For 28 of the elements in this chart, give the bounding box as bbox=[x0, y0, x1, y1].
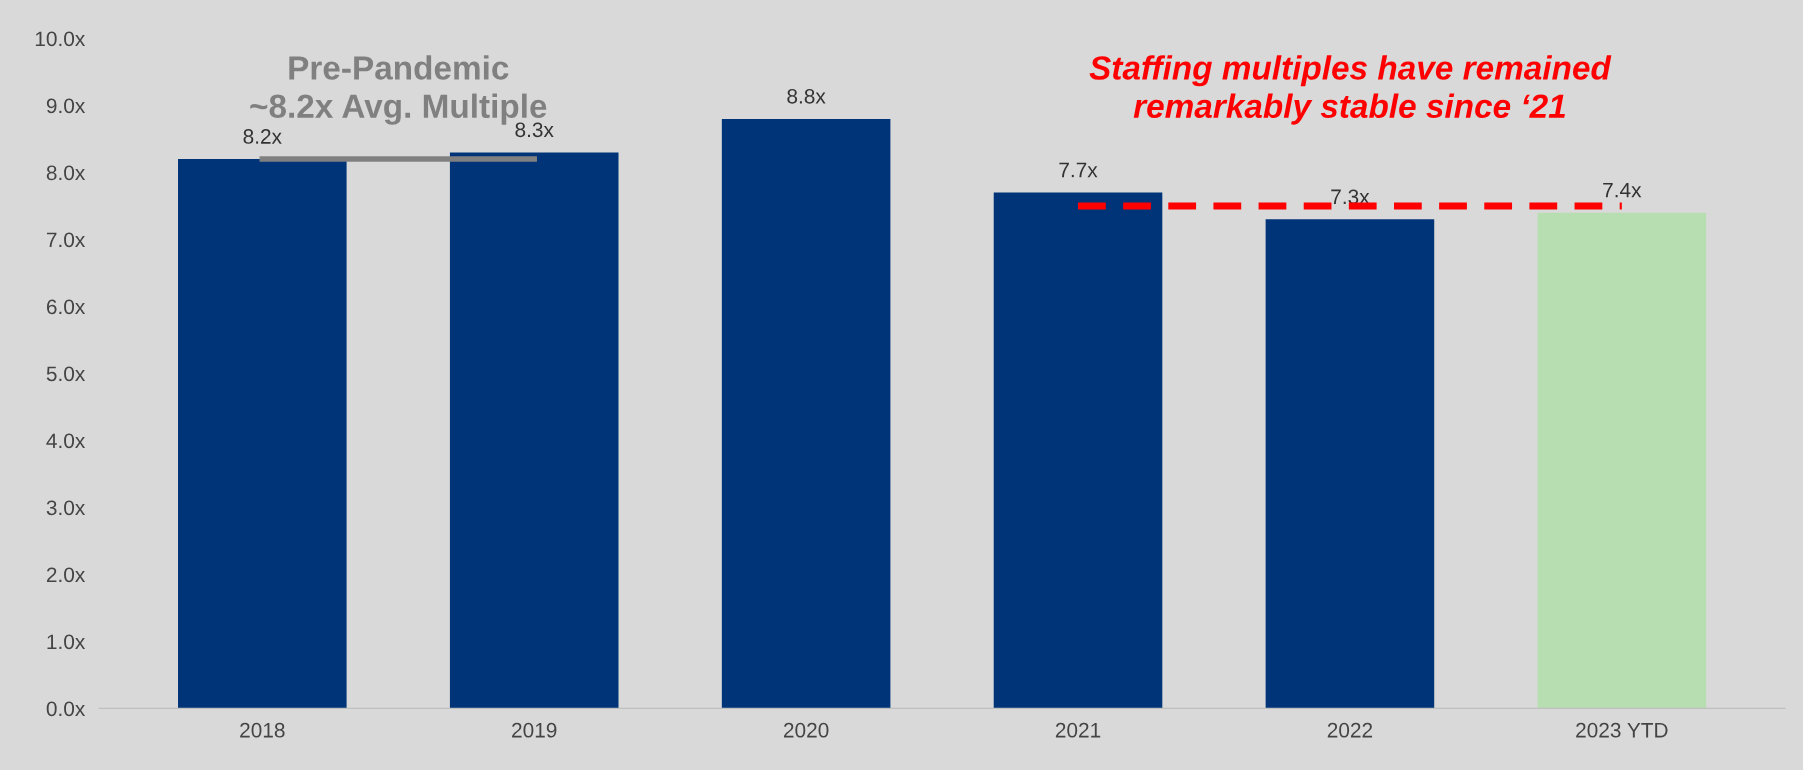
y-tick-label: 6.0x bbox=[46, 299, 86, 315]
bar bbox=[449, 152, 619, 709]
x-tick-label: 2021 bbox=[1055, 722, 1101, 738]
y-tick-label: 9.0x bbox=[46, 98, 86, 114]
y-tick-label: 0.0x bbox=[46, 701, 86, 717]
bar bbox=[993, 192, 1163, 709]
data-label: 7.4x bbox=[1603, 182, 1642, 198]
y-tick-label: 8.0x bbox=[46, 165, 86, 181]
y-tick-label: 4.0x bbox=[46, 433, 86, 449]
data-label: 8.8x bbox=[787, 88, 826, 104]
x-tick-label: 2019 bbox=[512, 722, 557, 738]
bar bbox=[1537, 212, 1707, 709]
bar bbox=[1265, 219, 1435, 709]
data-label: 7.7x bbox=[1059, 162, 1098, 178]
y-tick-label: 3.0x bbox=[46, 500, 86, 516]
x-tick-label: 2022 bbox=[1327, 722, 1373, 738]
bar bbox=[178, 159, 347, 709]
bar bbox=[721, 118, 891, 709]
x-tick-label: 2020 bbox=[783, 722, 829, 738]
y-tick-label: 7.0x bbox=[46, 232, 86, 248]
annotation: Staffing multiples have remained remarkably stable since ‘21 bbox=[1089, 55, 1612, 125]
y-tick-label: 5.0x bbox=[46, 366, 86, 382]
x-tick-label: 2018 bbox=[240, 722, 285, 738]
data-label: 8.2x bbox=[243, 129, 282, 144]
y-tick-label: 10.0x bbox=[35, 31, 86, 47]
y-tick-label: 2.0x bbox=[46, 567, 86, 583]
y-tick-label: 1.0x bbox=[47, 634, 86, 650]
x-tick-label: 2023 YTD bbox=[1576, 722, 1668, 738]
